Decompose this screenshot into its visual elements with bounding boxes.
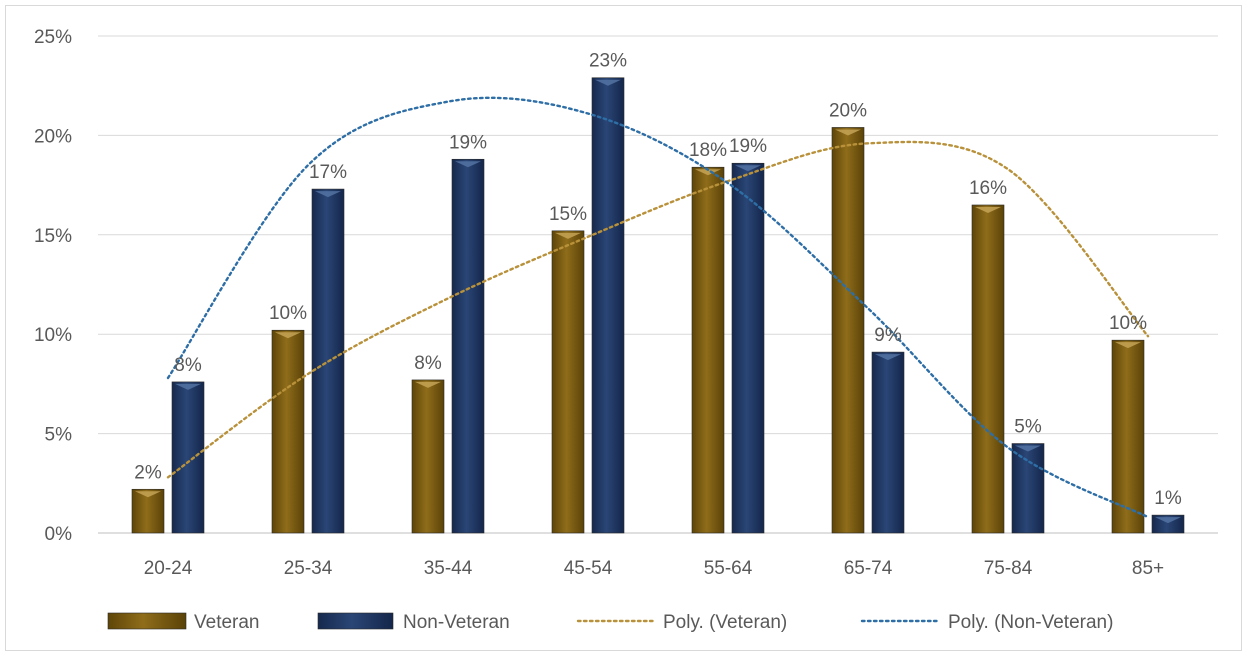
data-label: 10% xyxy=(269,303,307,324)
bar-bevel xyxy=(275,332,301,339)
bar-bevel xyxy=(135,491,161,498)
data-label: 17% xyxy=(309,162,347,183)
bar-non-veteran xyxy=(1011,443,1045,534)
bar-non-veteran xyxy=(171,381,205,534)
trendline-non-veteran xyxy=(166,96,1150,519)
bar-bevel xyxy=(735,165,761,172)
bar-veteran xyxy=(1111,339,1145,534)
bar-veteran xyxy=(691,166,725,534)
bar-non-veteran xyxy=(731,162,765,534)
data-label: 5% xyxy=(1014,417,1042,438)
data-label: 8% xyxy=(174,355,202,376)
bar-non-veteran xyxy=(591,77,625,534)
x-tick-label: 35-44 xyxy=(424,558,473,579)
bar-veteran xyxy=(971,204,1005,534)
data-label: 1% xyxy=(1154,488,1182,509)
legend-label: Non-Veteran xyxy=(403,612,510,633)
legend-label: Poly. (Veteran) xyxy=(663,612,787,633)
data-label: 20% xyxy=(829,100,867,121)
y-tick-label: 25% xyxy=(34,27,72,48)
data-label: 8% xyxy=(414,353,442,374)
x-tick-label: 20-24 xyxy=(144,558,193,579)
data-label: 10% xyxy=(1109,313,1147,334)
data-label: 23% xyxy=(589,51,627,72)
bar-bevel xyxy=(695,169,721,176)
bar-bevel xyxy=(975,206,1001,213)
y-tick-label: 15% xyxy=(34,226,72,247)
bar-non-veteran xyxy=(451,158,485,534)
bar-non-veteran xyxy=(871,351,905,534)
bar-bevel xyxy=(1115,342,1141,349)
bar-bevel xyxy=(595,79,621,86)
bar-veteran xyxy=(551,230,585,534)
bar-bevel xyxy=(1155,517,1181,524)
legend: Veteran Non-Veteran Poly. (Veteran) Poly. (… xyxy=(107,612,1113,633)
data-label: 19% xyxy=(729,136,767,157)
bars xyxy=(131,77,1185,534)
legend-label: Poly. (Non-Veteran) xyxy=(948,612,1113,633)
data-label: 19% xyxy=(449,132,487,153)
legend-label: Veteran xyxy=(194,612,260,633)
x-tick-label: 25-34 xyxy=(284,558,333,579)
bar-non-veteran xyxy=(1151,514,1185,534)
bar-bevel xyxy=(835,129,861,136)
x-tick-label: 65-74 xyxy=(844,558,893,579)
data-labels: 2% 10% 8% 15% 18% 20% 16% 10% 8% 17% 19% 23% 19% 9% 5%… xyxy=(134,51,1182,509)
trendlines xyxy=(166,96,1150,519)
x-axis: 20-24 25-34 35-44 45-54 55-64 65-74 75-84 85+ xyxy=(144,558,1164,579)
data-label: 16% xyxy=(969,178,1007,199)
x-tick-label: 55-64 xyxy=(704,558,753,579)
bar-veteran xyxy=(271,329,305,534)
legend-swatch-non-veteran xyxy=(317,612,394,630)
data-label: 15% xyxy=(549,204,587,225)
y-tick-label: 5% xyxy=(45,425,73,446)
trendline-veteran xyxy=(166,140,1150,479)
bar-bevel xyxy=(1015,445,1041,452)
y-tick-label: 20% xyxy=(34,126,72,147)
x-tick-label: 45-54 xyxy=(564,558,613,579)
x-tick-label: 75-84 xyxy=(984,558,1033,579)
y-tick-label: 10% xyxy=(34,325,72,346)
bar-veteran xyxy=(831,127,865,534)
bar-bevel xyxy=(875,354,901,361)
y-tick-label: 0% xyxy=(45,524,73,545)
data-label: 2% xyxy=(134,462,162,483)
x-tick-label: 85+ xyxy=(1132,558,1164,579)
bar-bevel xyxy=(455,161,481,168)
gridlines xyxy=(98,35,1218,534)
y-axis: 0% 5% 10% 15% 20% 25% xyxy=(34,27,72,545)
data-label: 18% xyxy=(689,140,727,161)
bar-bevel xyxy=(555,232,581,239)
bar-bevel xyxy=(175,383,201,390)
legend-swatch-veteran xyxy=(107,612,187,630)
data-label: 9% xyxy=(874,325,902,346)
bar-bevel xyxy=(315,191,341,198)
bar-veteran xyxy=(411,379,445,534)
bar-bevel xyxy=(415,381,441,388)
